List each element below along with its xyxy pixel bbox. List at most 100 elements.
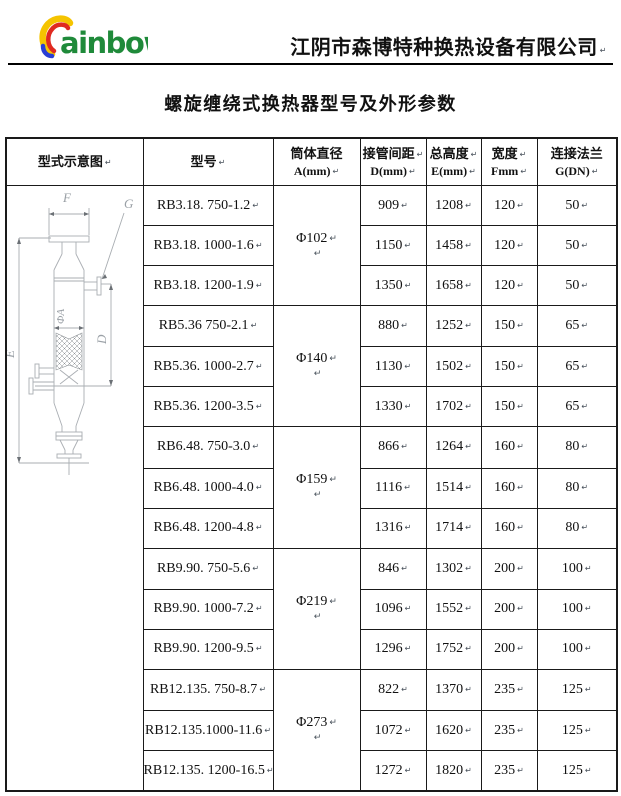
total-height-cell: 1752 [425, 628, 482, 670]
total-height-cell: 1208 [425, 185, 482, 226]
pipe-distance-cell: 909 [359, 185, 427, 226]
width-cell: 150 [480, 386, 538, 428]
flange-cell: 125 [536, 710, 618, 751]
width-cell: 235 [480, 710, 538, 751]
diameter-cell: Φ140 [272, 304, 361, 428]
flange-cell: 65 [536, 346, 618, 388]
col-header-flange-label: 连接法兰 [550, 146, 603, 162]
pipe-distance-cell: 1330 [359, 386, 427, 428]
model-cell: RB3.18. 1000-1.6 [142, 225, 274, 266]
width-cell: 235 [480, 668, 538, 712]
model-cell: RB3.18. 1200-1.9 [142, 265, 274, 306]
col-header-diameter: 筒体直径 A(mm) [272, 137, 361, 186]
col-header-flange-unit: G(DN) [538, 163, 616, 179]
width-cell: 160 [480, 426, 538, 469]
table-row: RB9.90. 1200-9.5 1296 1752 200 100 [6, 628, 618, 670]
flange-cell: 80 [536, 426, 618, 469]
width-cell: 160 [480, 507, 538, 549]
width-cell: 200 [480, 628, 538, 670]
pipe-distance-cell: 1096 [359, 588, 427, 630]
col-header-width: 宽度 Fmm [480, 137, 538, 186]
rainbow-logo-graphic: ainbow [39, 15, 171, 60]
dim-label-f: F [62, 190, 72, 205]
diameter-cell: Φ273 [272, 668, 361, 792]
table-row: RB6.48. 750-3.0 Φ159 866 1264 160 80 [6, 426, 618, 549]
col-header-width-label: 宽度 [482, 145, 536, 163]
model-cell: RB9.90. 750-5.6 [142, 547, 274, 590]
pipe-distance-cell: 822 [359, 668, 427, 712]
flange-cell: 100 [536, 547, 618, 590]
table-row: RB5.36. 1000-2.7 1130 1502 150 65 [6, 346, 618, 388]
flange-cell: 50 [536, 225, 618, 266]
col-header-diagram-label: 型式示意图 [38, 154, 112, 169]
width-cell: 120 [480, 225, 538, 266]
model-cell: RB9.90. 1200-9.5 [142, 628, 274, 670]
company-name: 江阴市森博特种换热设备有限公司 [290, 38, 607, 60]
logo-blue-arc [40, 43, 55, 59]
width-cell: 160 [480, 467, 538, 509]
total-height-cell: 1658 [425, 265, 482, 306]
flange-cell: 65 [536, 386, 618, 428]
model-cell: RB12.135. 1200-16.5 [142, 750, 274, 792]
width-cell: 120 [480, 265, 538, 306]
model-cell: RB5.36. 1200-3.5 [142, 386, 274, 428]
type-diagram-cell: F G E D ΦA [5, 185, 144, 792]
model-cell: RB12.135. 750-8.7 [142, 668, 274, 712]
width-cell: 200 [480, 547, 538, 590]
header-divider [8, 63, 613, 65]
flange-cell: 100 [536, 588, 618, 630]
model-cell: RB6.48. 750-3.0 [142, 426, 274, 469]
logo-letters: ainbow [60, 26, 148, 60]
pipe-distance-cell: 1296 [359, 628, 427, 670]
flange-cell: 80 [536, 507, 618, 549]
table-row: RB5.36 750-2.1 Φ140 880 1252 150 65 [6, 304, 618, 428]
table-row: RB12.135.1000-11.6 1072 1620 235 125 [6, 710, 618, 751]
col-header-total-height-label: 总高度 [427, 145, 480, 163]
col-header-width-unit: Fmm [482, 163, 536, 179]
table-row: RB3.18. 1200-1.9 1350 1658 120 50 [6, 265, 618, 306]
table-header-row: 型式示意图 型号 筒体直径 A(mm) 接管间距 D(mm) 总高度 E(mm)… [5, 137, 618, 186]
total-height-cell: 1458 [425, 225, 482, 266]
model-cell: RB6.48. 1000-4.0 [142, 467, 274, 509]
table-row: RB3.18. 1000-1.6 1150 1458 120 50 [6, 225, 618, 266]
width-cell: 235 [480, 750, 538, 792]
dim-label-d: D [94, 334, 109, 345]
model-cell: RB6.48. 1200-4.8 [142, 507, 274, 549]
paragraph-mark [274, 488, 359, 502]
dim-label-g: G [124, 196, 134, 211]
model-cell: RB5.36 750-2.1 [142, 304, 274, 348]
pipe-distance-cell: 1116 [359, 467, 427, 509]
paragraph-mark [274, 367, 359, 381]
flange-cell: 50 [536, 185, 618, 226]
col-header-pipe-distance: 接管间距 D(mm) [359, 137, 427, 186]
diameter-value: Φ140 [274, 351, 359, 367]
total-height-cell: 1302 [425, 547, 482, 590]
width-cell: 200 [480, 588, 538, 630]
col-header-diameter-unit: A(mm) [274, 163, 359, 179]
spec-table: 型式示意图 型号 筒体直径 A(mm) 接管间距 D(mm) 总高度 E(mm)… [5, 137, 618, 792]
total-height-cell: 1702 [425, 386, 482, 428]
total-height-cell: 1620 [425, 710, 482, 751]
dim-label-e: E [7, 350, 17, 359]
width-cell: 150 [480, 346, 538, 388]
paragraph-mark [274, 731, 359, 745]
pipe-distance-cell: 1350 [359, 265, 427, 306]
col-header-diameter-label: 筒体直径 [290, 146, 343, 162]
col-header-model: 型号 [142, 137, 274, 186]
flange-cell: 50 [536, 265, 618, 306]
total-height-cell: 1264 [425, 426, 482, 469]
model-cell: RB5.36. 1000-2.7 [142, 346, 274, 388]
total-height-cell: 1502 [425, 346, 482, 388]
flange-cell: 65 [536, 304, 618, 348]
diameter-cell: Φ219 [272, 547, 361, 670]
pipe-distance-cell: 866 [359, 426, 427, 469]
pipe-distance-cell: 1150 [359, 225, 427, 266]
width-cell: 120 [480, 185, 538, 226]
width-cell: 150 [480, 304, 538, 348]
diameter-value: Φ102 [274, 231, 359, 247]
col-header-flange: 连接法兰 G(DN) [536, 137, 618, 186]
pipe-distance-cell: 1072 [359, 710, 427, 751]
total-height-cell: 1370 [425, 668, 482, 712]
paragraph-mark [274, 610, 359, 624]
